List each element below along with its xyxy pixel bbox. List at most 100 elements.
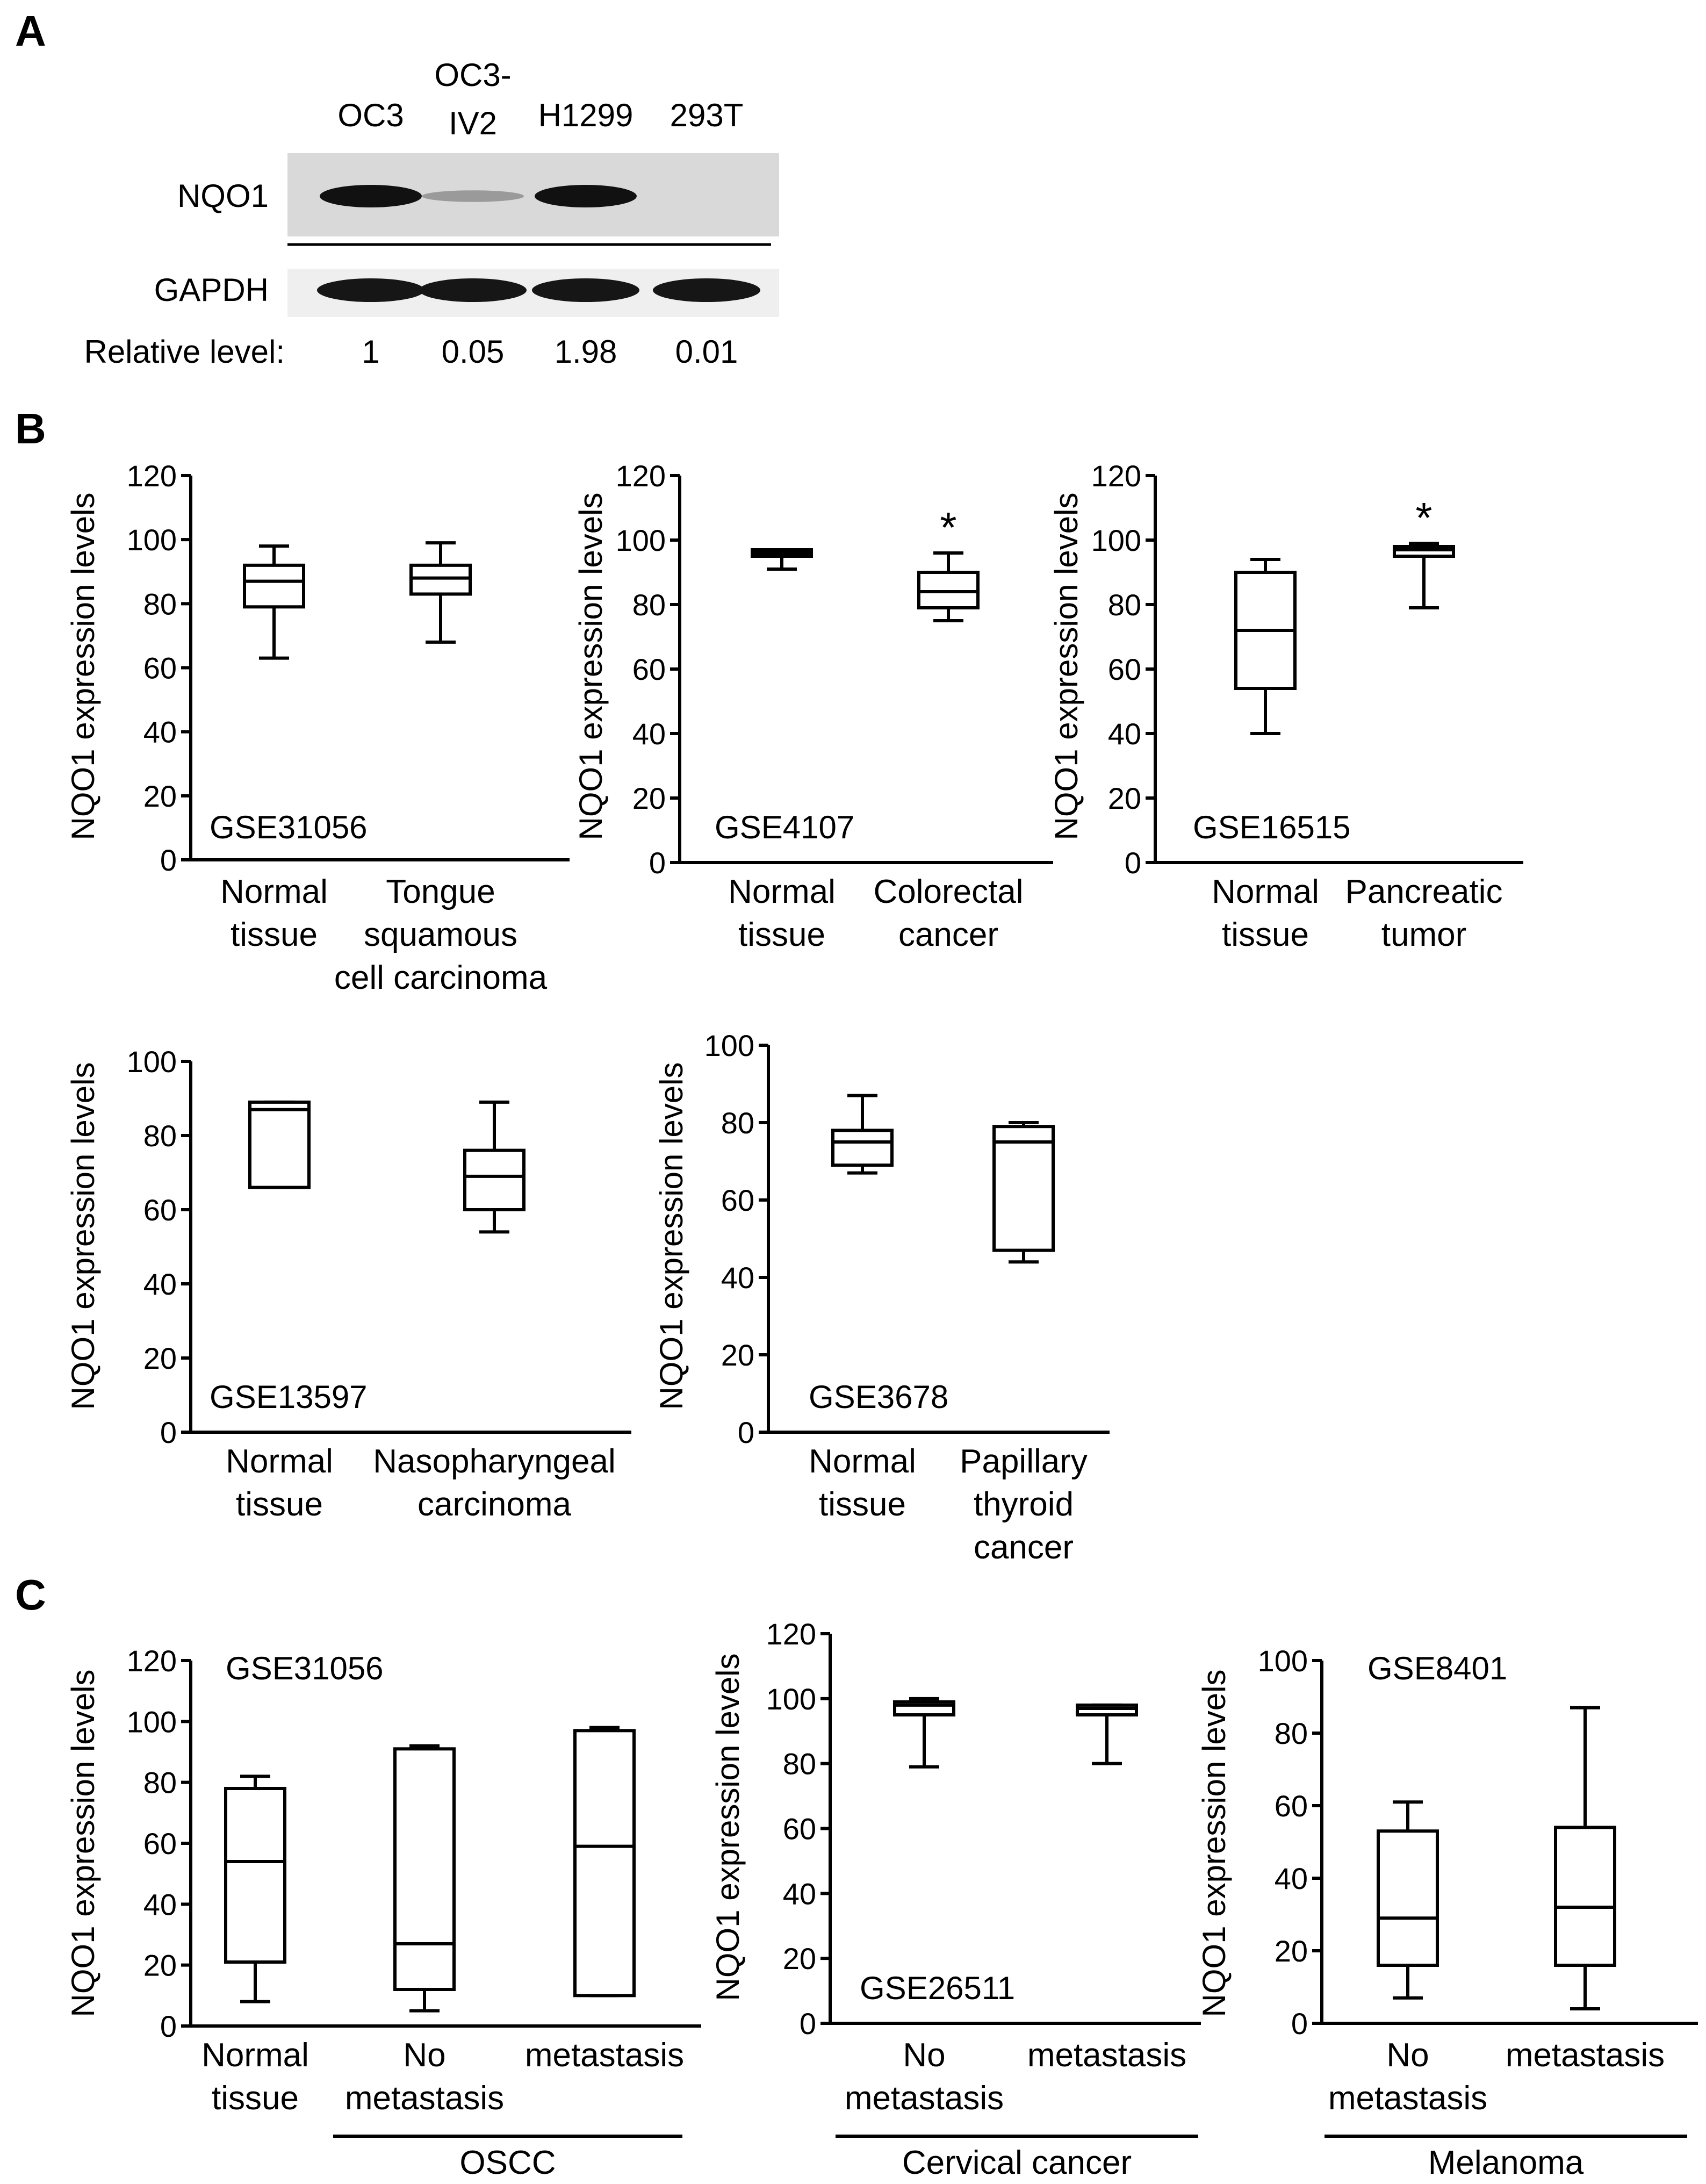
y-tick-label: 20 — [143, 779, 177, 813]
y-tick-label: 100 — [1258, 1644, 1308, 1678]
y-tick-label: 80 — [1275, 1716, 1308, 1750]
y-tick-label: 100 — [127, 1045, 177, 1079]
iqr-box — [1554, 1826, 1616, 1967]
category-label: No — [1386, 2037, 1429, 2074]
y-tick-label: 0 — [160, 1416, 177, 1449]
category-label: Colorectal — [873, 873, 1023, 910]
iqr-box — [992, 1125, 1055, 1252]
category-label: tissue — [236, 1486, 323, 1523]
dataset-label: GSE3678 — [809, 1379, 948, 1415]
y-tick-label: 20 — [721, 1338, 754, 1372]
category-label: Nasopharyngeal — [373, 1443, 616, 1480]
y-tick-label: 0 — [160, 843, 177, 877]
dataset-label: GSE26511 — [860, 1970, 1015, 2006]
y-tick-label: 60 — [1275, 1789, 1308, 1823]
panel-label-b: B — [15, 405, 46, 452]
dataset-label: GSE31056 — [226, 1650, 384, 1686]
category-label: Normal — [226, 1443, 333, 1480]
lane-label: OC3 — [337, 97, 404, 133]
category-label: tissue — [231, 916, 318, 953]
y-tick-label: 60 — [721, 1183, 754, 1217]
y-tick-label: 100 — [127, 523, 177, 557]
box-plot: 0 20 40 60 80 100 NQO1 expression levels GSE840… — [1196, 1644, 1698, 2181]
category-label: tissue — [738, 916, 825, 953]
dataset-label: GSE4107 — [715, 809, 854, 845]
y-tick-label: 80 — [783, 1747, 816, 1781]
category-label: tissue — [819, 1486, 906, 1523]
relative-value: 1.98 — [555, 334, 617, 370]
category-label: metastasis — [345, 2080, 504, 2117]
gapdh-band — [419, 278, 527, 302]
iqr-box — [573, 1729, 636, 1998]
nqo1-band — [535, 185, 637, 207]
category-label: Pancreatic — [1345, 873, 1503, 910]
iqr-box — [224, 1787, 286, 1964]
y-tick-label: 80 — [143, 1766, 177, 1800]
y-tick-label: 20 — [783, 1942, 816, 1975]
category-label: cancer — [974, 1529, 1074, 1566]
y-tick-label: 40 — [143, 1267, 177, 1301]
relative-value: 1 — [362, 334, 379, 370]
nqo1-band — [422, 190, 524, 202]
y-tick-label: 100 — [127, 1705, 177, 1738]
box-plot: 0 20 40 60 80 100 NQO1 expression levels GSE135… — [65, 1045, 631, 1523]
category-label: cancer — [898, 916, 998, 953]
group-bracket-label: Melanoma — [1428, 2144, 1584, 2181]
category-label: metastasis — [845, 2080, 1004, 2117]
y-tick-label: 60 — [143, 1827, 177, 1860]
category-label: metastasis — [1027, 2037, 1186, 2074]
y-tick-label: 40 — [143, 715, 177, 749]
y-tick-label: 80 — [143, 587, 177, 621]
y-axis-label: NQO1 expression levels — [65, 1062, 101, 1410]
iqr-box — [831, 1129, 894, 1167]
y-tick-label: 120 — [766, 1617, 816, 1651]
lane-label: IV2 — [449, 105, 497, 141]
y-axis-label: NQO1 expression levels — [65, 493, 101, 840]
y-tick-label: 0 — [1125, 846, 1141, 880]
y-tick-label: 100 — [704, 1029, 754, 1062]
category-label: Normal — [1212, 873, 1319, 910]
y-tick-label: 100 — [616, 523, 666, 557]
gapdh-band — [653, 278, 760, 302]
category-label: Normal — [728, 873, 836, 910]
y-axis-label: NQO1 expression levels — [710, 1654, 746, 2001]
category-label: carcinoma — [417, 1486, 572, 1523]
y-tick-label: 0 — [738, 1416, 754, 1449]
category-label: thyroid — [974, 1486, 1074, 1523]
relative-value: 0.05 — [442, 334, 505, 370]
y-tick-label: 0 — [160, 2009, 177, 2043]
y-tick-label: 120 — [127, 1644, 177, 1678]
category-label: squamous — [364, 916, 517, 953]
y-axis-label: NQO1 expression levels — [65, 1670, 101, 2017]
iqr-box — [463, 1148, 526, 1212]
significance-marker: * — [1415, 494, 1432, 542]
significance-marker: * — [940, 504, 956, 551]
group-bracket-label: OSCC — [459, 2144, 556, 2181]
group-bracket-label: Cervical cancer — [902, 2144, 1132, 2181]
y-tick-label: 20 — [143, 1341, 177, 1375]
category-label: Tongue — [386, 873, 495, 910]
category-label: tissue — [1222, 916, 1309, 953]
category-label: tumor — [1381, 916, 1466, 953]
gapdh-band — [532, 278, 639, 302]
iqr-box — [248, 1100, 311, 1189]
category-label: Normal — [809, 1443, 916, 1480]
y-tick-label: 0 — [1291, 2007, 1308, 2041]
y-tick-label: 120 — [127, 459, 177, 493]
lane-label: H1299 — [538, 97, 634, 133]
dataset-label: GSE31056 — [210, 809, 368, 845]
gapdh-row-label: GAPDH — [154, 272, 269, 308]
y-tick-label: 60 — [632, 652, 666, 686]
y-tick-label: 120 — [1091, 459, 1141, 493]
y-tick-label: 20 — [632, 781, 666, 815]
y-axis-label: NQO1 expression levels — [653, 1062, 689, 1410]
panel-label-c: C — [15, 1571, 46, 1619]
panel-label-a: A — [15, 7, 46, 55]
iqr-box — [243, 563, 305, 609]
nqo1-band — [320, 185, 422, 207]
